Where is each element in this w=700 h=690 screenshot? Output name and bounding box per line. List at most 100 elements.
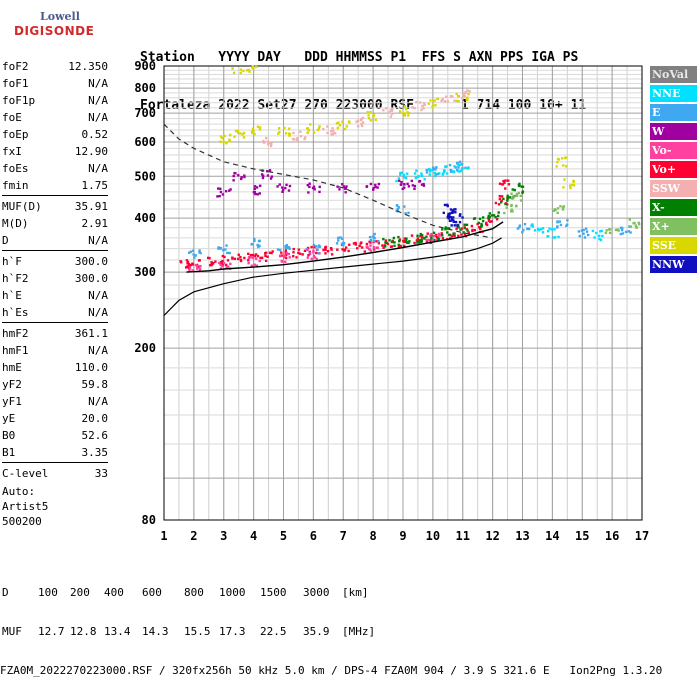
data-point-w xyxy=(269,177,273,180)
data-point-ssw xyxy=(413,106,416,110)
data-point-vo- xyxy=(495,218,499,221)
data-point-x- xyxy=(515,205,518,208)
data-point-e xyxy=(191,249,195,252)
data-point-ssw xyxy=(291,137,295,141)
data-point-sse xyxy=(222,140,225,143)
data-point-vo- xyxy=(324,252,327,255)
data-point-nne xyxy=(441,173,444,176)
data-point-vo- xyxy=(229,262,232,266)
data-point-x- xyxy=(637,223,641,226)
data-point-ssw xyxy=(411,106,414,109)
data-point-e xyxy=(434,168,437,171)
data-point-sse xyxy=(283,126,286,130)
data-point-w xyxy=(318,185,321,189)
param-value: 33 xyxy=(94,467,108,480)
param-value: N/A xyxy=(88,77,108,90)
lowell-digisonde-logo: Lowell DIGISONDE xyxy=(8,6,98,44)
data-point-w xyxy=(422,182,425,186)
data-point-x- xyxy=(463,223,466,226)
data-point-w xyxy=(217,187,220,190)
data-point-w xyxy=(418,179,422,183)
data-point-vo- xyxy=(223,255,226,259)
data-point-sse xyxy=(367,117,371,120)
data-point-vo- xyxy=(280,251,283,254)
data-point-ssw xyxy=(293,138,296,141)
data-point-vo- xyxy=(368,240,371,243)
data-point-w xyxy=(369,182,373,186)
data-point-sse xyxy=(563,178,566,181)
data-point-vo- xyxy=(307,253,310,257)
param-name: hmF2 xyxy=(2,327,29,340)
data-point-nne xyxy=(530,224,533,227)
data-point-ssw xyxy=(262,139,265,143)
footer-value: 400 xyxy=(104,586,124,599)
y-tick-label: 600 xyxy=(134,135,156,149)
data-point-nne xyxy=(466,167,470,170)
data-point-e xyxy=(317,252,321,255)
data-point-vo- xyxy=(189,263,193,267)
data-point-sse xyxy=(288,127,291,130)
data-point-vo- xyxy=(463,232,467,236)
param-separator xyxy=(2,322,108,323)
data-point-e xyxy=(377,240,380,243)
param-value: N/A xyxy=(88,111,108,124)
data-point-vo- xyxy=(188,266,192,269)
data-point-nnw xyxy=(458,220,462,224)
data-point-vo- xyxy=(403,240,406,243)
data-point-sse xyxy=(403,113,406,116)
data-point-nnw xyxy=(449,208,453,211)
data-point-sse xyxy=(341,120,344,124)
data-point-e xyxy=(459,160,462,164)
data-point-x- xyxy=(404,239,408,242)
data-point-nne xyxy=(402,176,406,179)
data-point-ssw xyxy=(389,109,392,112)
param-row: yF1 N/A xyxy=(0,393,110,410)
param-name: foF1p xyxy=(2,94,36,107)
data-point-ssw xyxy=(384,107,388,110)
data-point-ssw xyxy=(304,136,307,139)
data-point-w xyxy=(406,182,409,186)
data-point-e xyxy=(516,227,520,230)
data-point-vo- xyxy=(498,194,502,198)
data-point-w xyxy=(243,174,246,177)
auto-label: Auto: xyxy=(2,485,36,498)
data-point-e xyxy=(337,236,340,240)
data-point-w xyxy=(398,179,401,182)
polarization-legend: NoVal NNE E W Vo- Vo+ SSW X- X+ SSE NNW xyxy=(650,66,697,275)
data-point-sse xyxy=(427,102,430,105)
legend-item-nnw: NNW xyxy=(650,256,697,273)
data-point-x- xyxy=(552,209,555,212)
data-point-vo- xyxy=(210,263,213,267)
data-point-ssw xyxy=(334,132,337,135)
data-point-w xyxy=(278,183,281,186)
data-point-nne xyxy=(459,169,463,173)
data-point-sse xyxy=(229,133,232,137)
data-point-w xyxy=(411,184,415,187)
logo-lowell: Lowell xyxy=(40,10,80,23)
data-point-sse xyxy=(309,123,312,126)
y-tick-label: 500 xyxy=(134,169,156,183)
data-point-vo- xyxy=(485,223,489,227)
data-point-nnw xyxy=(456,224,459,227)
data-point-nne xyxy=(460,167,464,170)
data-point-x- xyxy=(473,217,477,220)
data-point-nne xyxy=(541,231,545,234)
data-point-vo- xyxy=(266,255,269,258)
param-name: yF1 xyxy=(2,395,22,408)
data-point-vo- xyxy=(260,256,264,259)
x-tick-label: 13 xyxy=(515,529,529,543)
data-point-e xyxy=(225,244,228,247)
data-point-ssw xyxy=(389,115,393,118)
data-point-ssw xyxy=(263,141,266,144)
data-point-vo- xyxy=(433,234,436,238)
data-point-vo- xyxy=(375,240,378,243)
data-point-w xyxy=(401,187,404,191)
data-point-ssw xyxy=(299,135,303,138)
data-point-w xyxy=(287,189,291,192)
param-value: 59.8 xyxy=(81,378,109,391)
data-point-x- xyxy=(505,206,508,209)
data-point-nne xyxy=(445,172,449,175)
data-point-vo- xyxy=(347,249,350,253)
legend-item-e: E xyxy=(650,104,697,121)
data-point-ssw xyxy=(329,130,333,133)
